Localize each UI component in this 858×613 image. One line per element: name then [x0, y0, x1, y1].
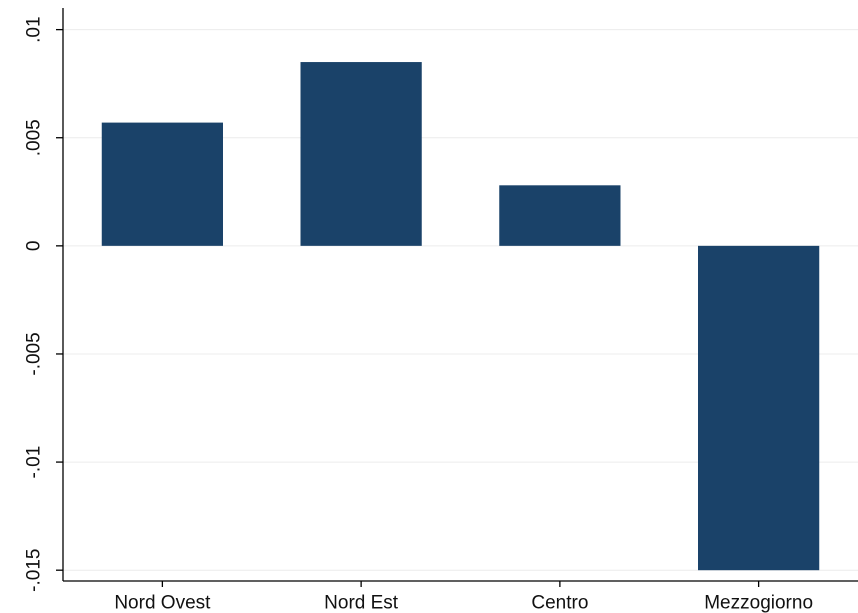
bar-nord-est [300, 62, 422, 246]
bar-centro [499, 185, 621, 246]
y-tick-label: -.015 [24, 549, 45, 592]
y-tick-label: .01 [24, 16, 45, 42]
x-tick-label: Nord Ovest [114, 593, 211, 613]
axes [62, 8, 858, 582]
x-tick-label: Mezzogiorno [704, 593, 813, 613]
x-ticks: Nord Ovest Nord Est Centro Mezzogiorno [114, 581, 813, 613]
bars [101, 62, 820, 571]
x-tick-label: Centro [531, 593, 588, 613]
y-tick-label: 0 [24, 241, 45, 252]
y-ticks: .01 .005 0 -.005 -.01 -.015 [24, 16, 63, 592]
y-tick-label: -.005 [24, 332, 45, 375]
x-tick-label: Nord Est [324, 593, 399, 613]
y-tick-label: .005 [24, 119, 45, 156]
y-tick-label: -.01 [24, 446, 45, 479]
bar-nord-ovest [101, 122, 223, 246]
bar-mezzogiorno [698, 245, 820, 571]
